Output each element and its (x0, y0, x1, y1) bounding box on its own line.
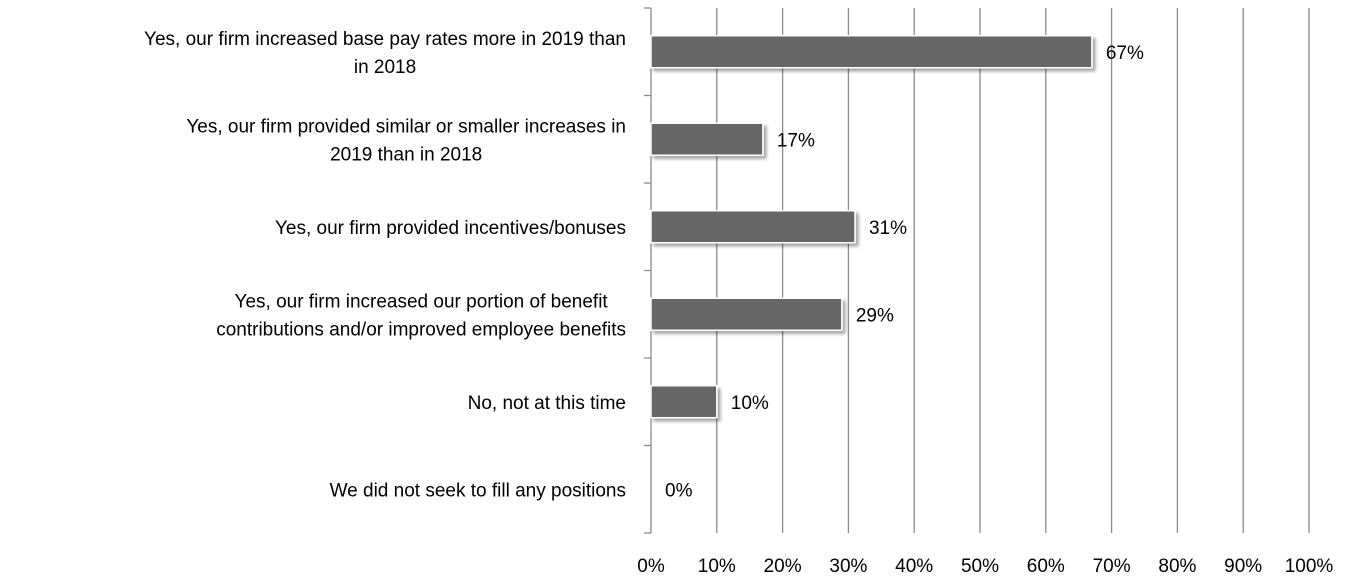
x-tick-label: 0% (637, 556, 665, 577)
bar (650, 35, 1093, 69)
gridlines (716, 8, 1310, 533)
category-label: Yes, our firm provided similar or smalle… (186, 116, 626, 165)
category-label: Yes, our firm increased our portion of b… (216, 291, 626, 340)
bar (650, 385, 718, 419)
x-tick-label: 90% (1224, 556, 1262, 577)
x-tick-label: 10% (698, 556, 736, 577)
bar (650, 122, 764, 156)
bar (650, 297, 843, 331)
category-label: We did not seek to fill any positions (330, 480, 626, 501)
data-label: 31% (869, 218, 907, 239)
category-label: Yes, our firm provided incentives/bonuse… (275, 218, 626, 239)
bars (650, 35, 1093, 419)
data-label: 29% (856, 305, 894, 326)
data-label: 67% (1106, 43, 1144, 64)
x-tick-label: 50% (961, 556, 999, 577)
x-tick-label: 20% (764, 556, 802, 577)
data-label: 10% (731, 393, 769, 414)
x-tick-label: 80% (1158, 556, 1196, 577)
labels: 0% 10% 20% 30% 40% 50% 60% 70% 80% 90% 100% 67% Yes,… (144, 29, 1333, 577)
x-tick-label: 70% (1093, 556, 1131, 577)
category-label: Yes, our firm increased base pay rates m… (144, 29, 626, 78)
x-tick-label: 40% (895, 556, 933, 577)
x-tick-label: 30% (829, 556, 867, 577)
x-tick-label: 60% (1027, 556, 1065, 577)
data-label: 0% (665, 480, 693, 501)
category-label: No, not at this time (468, 393, 626, 414)
data-label: 17% (777, 130, 815, 151)
x-tick-label: 100% (1285, 556, 1334, 577)
axes (644, 7, 652, 534)
bar (650, 210, 856, 244)
